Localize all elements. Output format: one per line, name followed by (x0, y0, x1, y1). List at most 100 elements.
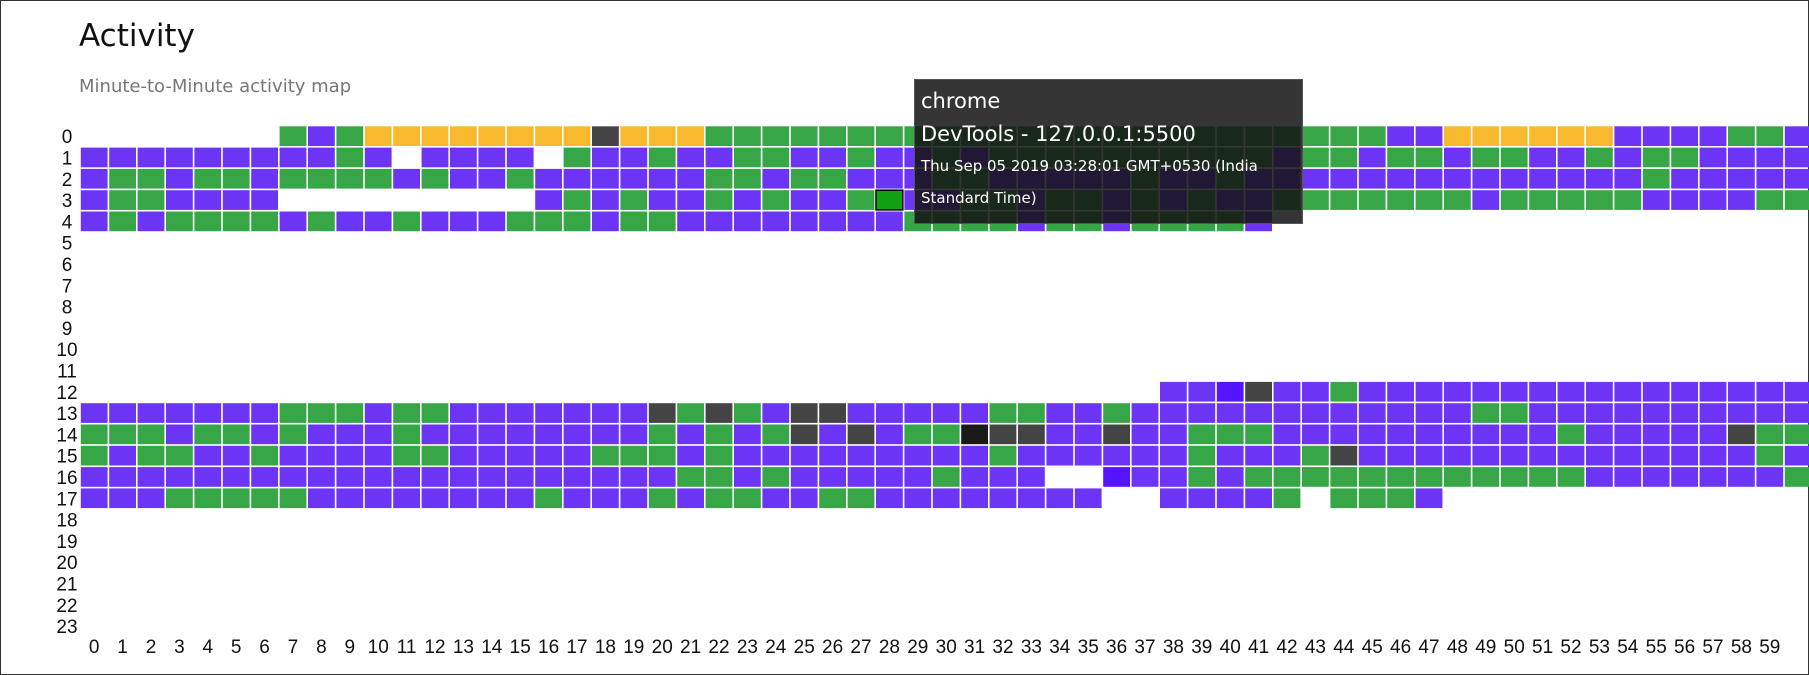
heatmap-cell[interactable] (535, 126, 562, 146)
heatmap-cell[interactable] (592, 467, 619, 487)
heatmap-cell[interactable] (1188, 381, 1216, 402)
heatmap-cell[interactable] (819, 126, 846, 146)
heatmap-cell[interactable] (790, 488, 818, 509)
heatmap-cell[interactable] (336, 424, 364, 445)
heatmap-cell[interactable] (1074, 445, 1102, 466)
heatmap-cell[interactable] (1557, 190, 1585, 210)
heatmap-cell[interactable] (1728, 467, 1755, 487)
heatmap-cell[interactable] (222, 211, 250, 232)
heatmap-cell[interactable] (1245, 445, 1272, 466)
heatmap-cell[interactable] (876, 424, 903, 445)
heatmap-cell[interactable] (1642, 147, 1670, 168)
heatmap-cell[interactable] (819, 467, 846, 487)
heatmap-cell[interactable] (1103, 467, 1130, 487)
heatmap-cell[interactable] (989, 445, 1017, 466)
heatmap-cell[interactable] (506, 445, 534, 466)
heatmap-cell[interactable] (421, 147, 449, 168)
heatmap-cell[interactable] (932, 424, 960, 445)
heatmap-cell[interactable] (1500, 168, 1528, 189)
heatmap-cell[interactable] (847, 168, 875, 189)
heatmap-cell[interactable] (1529, 403, 1556, 423)
heatmap-cell[interactable] (393, 403, 420, 423)
heatmap-cell[interactable] (1188, 424, 1216, 445)
heatmap-cell[interactable] (1500, 424, 1528, 445)
heatmap-cell[interactable] (1103, 403, 1130, 423)
heatmap-cell[interactable] (1728, 168, 1755, 189)
heatmap-cell[interactable] (620, 147, 648, 168)
heatmap-cell[interactable] (478, 168, 506, 189)
heatmap-cell[interactable] (279, 147, 307, 168)
heatmap-cell[interactable] (1699, 381, 1727, 402)
heatmap-cell[interactable] (989, 403, 1017, 423)
heatmap-cell[interactable] (80, 488, 108, 509)
heatmap-cell[interactable] (478, 403, 506, 423)
heatmap-cell[interactable] (961, 403, 988, 423)
heatmap-cell[interactable] (1160, 445, 1187, 466)
heatmap-cell[interactable] (563, 190, 591, 210)
heatmap-cell[interactable] (1302, 126, 1329, 146)
heatmap-cell[interactable] (194, 488, 222, 509)
heatmap-cell[interactable] (790, 211, 818, 232)
heatmap-cell[interactable] (1415, 381, 1443, 402)
heatmap-cell[interactable] (364, 403, 392, 423)
heatmap-cell[interactable] (705, 488, 733, 509)
heatmap-cell[interactable] (393, 445, 420, 466)
heatmap-cell[interactable] (1728, 381, 1755, 402)
heatmap-cell[interactable] (648, 445, 676, 466)
heatmap-cell[interactable] (876, 488, 903, 509)
heatmap-cell[interactable] (1330, 424, 1358, 445)
heatmap-cell[interactable] (1500, 126, 1528, 146)
heatmap-cell[interactable] (1642, 190, 1670, 210)
heatmap-cell[interactable] (421, 211, 449, 232)
heatmap-cell[interactable] (109, 445, 136, 466)
heatmap-cell[interactable] (1784, 424, 1809, 445)
heatmap-cell[interactable] (1245, 488, 1272, 509)
heatmap-cell[interactable] (819, 488, 846, 509)
heatmap-cell[interactable] (932, 403, 960, 423)
heatmap-cell[interactable] (166, 424, 193, 445)
heatmap-cell[interactable] (1614, 424, 1642, 445)
heatmap-cell[interactable] (1358, 147, 1386, 168)
heatmap-cell[interactable] (1018, 467, 1045, 487)
heatmap-cell[interactable] (1472, 445, 1500, 466)
heatmap-cell[interactable] (847, 424, 875, 445)
heatmap-cell[interactable] (1614, 168, 1642, 189)
heatmap-cell[interactable] (393, 211, 420, 232)
heatmap-cell[interactable] (166, 190, 193, 210)
heatmap-cell[interactable] (876, 211, 903, 232)
heatmap-cell[interactable] (1302, 147, 1329, 168)
heatmap-cell[interactable] (393, 126, 420, 146)
heatmap-cell[interactable] (734, 467, 761, 487)
heatmap-cell[interactable] (251, 488, 278, 509)
heatmap-cell[interactable] (421, 168, 449, 189)
heatmap-cell[interactable] (364, 445, 392, 466)
heatmap-cell[interactable] (876, 168, 903, 189)
heatmap-cell[interactable] (1358, 381, 1386, 402)
heatmap-cell[interactable] (677, 445, 704, 466)
heatmap-cell[interactable] (1358, 403, 1386, 423)
heatmap-cell[interactable] (478, 211, 506, 232)
heatmap-cell[interactable] (1586, 190, 1613, 210)
heatmap-cell[interactable] (705, 190, 733, 210)
heatmap-cell[interactable] (1472, 190, 1500, 210)
heatmap-cell[interactable] (1614, 445, 1642, 466)
heatmap-cell[interactable] (80, 190, 108, 210)
heatmap-cell[interactable] (1586, 467, 1613, 487)
heatmap-cell[interactable] (1500, 381, 1528, 402)
heatmap-cell[interactable] (506, 126, 534, 146)
heatmap-cell[interactable] (1216, 403, 1244, 423)
heatmap-cell[interactable] (592, 126, 619, 146)
heatmap-cell[interactable] (1444, 147, 1471, 168)
heatmap-cell[interactable] (1245, 381, 1272, 402)
heatmap-cell[interactable] (1472, 126, 1500, 146)
heatmap-cell[interactable] (989, 488, 1017, 509)
heatmap-cell[interactable] (222, 445, 250, 466)
heatmap-cell[interactable] (790, 147, 818, 168)
heatmap-cell[interactable] (1415, 445, 1443, 466)
heatmap-cell[interactable] (1472, 147, 1500, 168)
heatmap-cell[interactable] (1671, 403, 1698, 423)
heatmap-cell[interactable] (932, 488, 960, 509)
heatmap-cell[interactable] (478, 445, 506, 466)
heatmap-cell[interactable] (563, 168, 591, 189)
heatmap-cell[interactable] (109, 488, 136, 509)
